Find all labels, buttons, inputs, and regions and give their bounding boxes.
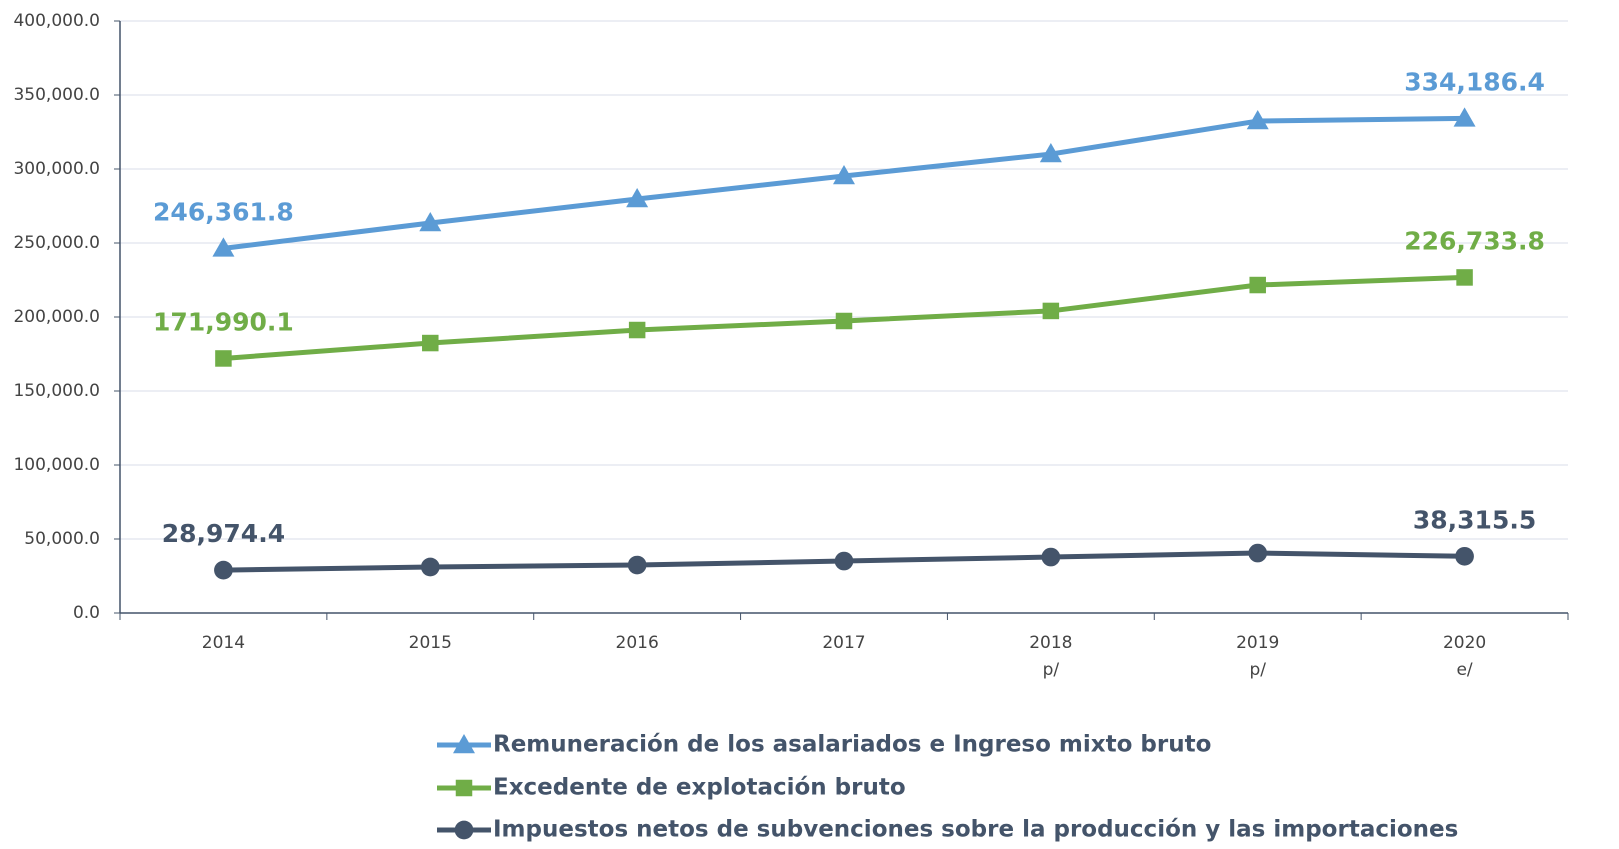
marker — [1042, 302, 1060, 320]
marker — [628, 321, 646, 339]
marker — [626, 188, 649, 208]
marker — [1455, 546, 1474, 566]
x-tick-label: 2016 — [616, 633, 659, 653]
y-tick-label: 200,000.0 — [13, 307, 100, 327]
marker — [215, 350, 232, 367]
data-label: 171,990.1 — [153, 307, 294, 336]
y-tick-label: 0.0 — [73, 603, 100, 623]
marker — [420, 557, 440, 577]
data-label: 226,733.8 — [1404, 226, 1545, 255]
x-tick-label: 2020 e/ — [1443, 633, 1486, 680]
legend-label: Impuestos netos de subvenciones sobre la… — [493, 817, 1458, 843]
marker — [1041, 547, 1061, 567]
marker — [833, 164, 855, 185]
marker — [1039, 143, 1062, 163]
marker — [1246, 110, 1269, 130]
marker — [455, 779, 473, 797]
legend-label: Remuneración de los asalariados e Ingres… — [493, 732, 1211, 758]
legend-label: Excedente de explotación bruto — [493, 775, 906, 801]
marker — [422, 334, 439, 352]
marker — [454, 820, 474, 840]
data-label: 28,974.4 — [162, 519, 285, 548]
x-tick-label: 2019 p/ — [1236, 633, 1279, 680]
x-tick-label: 2014 — [202, 633, 245, 653]
x-tick-label: 2017 — [822, 633, 865, 653]
marker — [212, 237, 235, 257]
data-label: 246,361.8 — [153, 197, 294, 226]
marker — [419, 212, 442, 232]
marker — [627, 555, 647, 575]
marker — [835, 312, 853, 330]
marker — [453, 734, 475, 754]
marker — [834, 551, 854, 571]
data-label: 38,315.5 — [1413, 505, 1536, 534]
x-tick-label: 2018 p/ — [1029, 633, 1072, 680]
y-tick-label: 400,000.0 — [13, 11, 100, 31]
y-tick-label: 300,000.0 — [13, 159, 100, 179]
marker — [1248, 543, 1268, 563]
y-tick-label: 100,000.0 — [13, 455, 100, 475]
marker — [1249, 276, 1266, 294]
y-tick-label: 350,000.0 — [13, 85, 100, 105]
y-tick-label: 50,000.0 — [24, 529, 100, 549]
marker — [214, 560, 233, 580]
y-tick-label: 150,000.0 — [13, 381, 100, 401]
x-tick-label: 2015 — [409, 633, 452, 653]
marker — [1456, 269, 1473, 286]
y-tick-label: 250,000.0 — [13, 233, 100, 253]
marker — [1453, 107, 1476, 127]
data-label: 334,186.4 — [1404, 67, 1545, 96]
